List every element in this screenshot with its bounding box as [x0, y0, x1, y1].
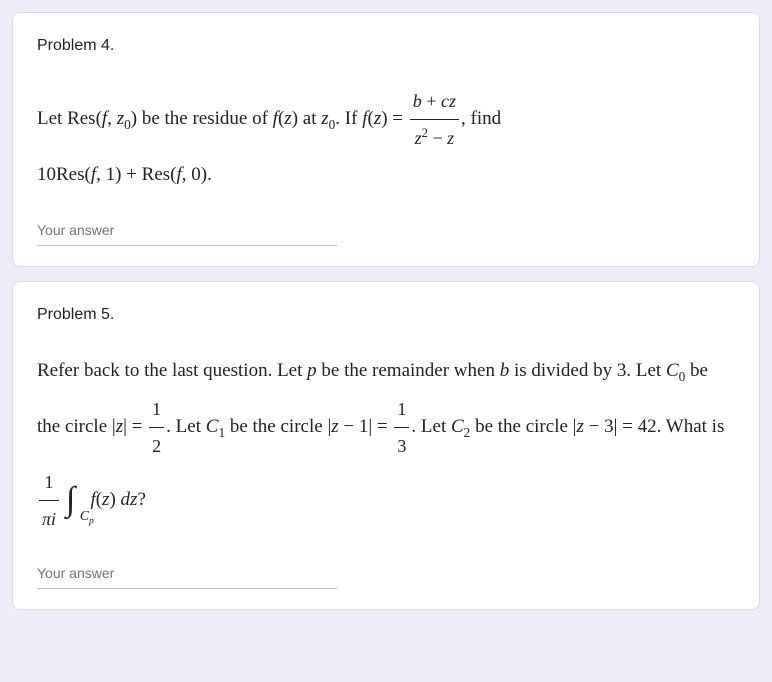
integral-subscript: Cp	[80, 502, 94, 531]
text: . Let	[411, 416, 451, 437]
text: −	[428, 128, 447, 148]
answer-placeholder: Your answer	[37, 222, 114, 238]
text: . Let	[626, 360, 666, 381]
text: . If	[335, 108, 362, 129]
text: ) =	[381, 108, 408, 129]
text: | =	[123, 416, 147, 437]
text: be the remainder when	[317, 360, 500, 381]
var-d: d	[121, 489, 131, 510]
var-z: z	[117, 108, 124, 129]
var-C: C	[80, 508, 89, 523]
problem-title: Problem 5.	[37, 306, 735, 324]
problem-card-4: Problem 4. Let Res(f, z0) be the residue…	[12, 12, 760, 267]
text: Res	[56, 164, 85, 185]
var-z: z	[321, 108, 328, 129]
denominator: 2	[149, 427, 164, 464]
denominator: 3	[394, 427, 409, 464]
var-z: z	[449, 91, 456, 111]
text: 3	[617, 360, 627, 381]
fraction: 13	[394, 391, 409, 464]
fraction: b + czz2 − z	[410, 83, 459, 156]
text: − 1| =	[339, 416, 393, 437]
var-z: z	[284, 108, 291, 129]
var-c: c	[441, 91, 449, 111]
text: ?	[137, 489, 145, 510]
text: , find	[461, 108, 501, 129]
subscript: p	[89, 515, 94, 526]
text: +	[422, 91, 441, 111]
fraction: 12	[149, 391, 164, 464]
text: 10	[37, 164, 56, 185]
problem-card-5: Problem 5. Refer back to the last questi…	[12, 281, 760, 610]
problem-title: Problem 4.	[37, 37, 735, 55]
var-p: p	[307, 360, 317, 381]
text: − 3| = 42. What is	[584, 416, 724, 437]
var-C: C	[206, 416, 219, 437]
text: be the residue of	[137, 108, 273, 129]
text: Let	[37, 108, 67, 129]
integral-icon: ∫Cp	[66, 466, 75, 534]
var-z: z	[447, 128, 454, 148]
text: , 0).	[182, 164, 212, 185]
denominator: πi	[39, 500, 59, 537]
text: )	[109, 489, 120, 510]
text: is divided by	[509, 360, 617, 381]
answer-placeholder: Your answer	[37, 565, 114, 581]
text: Res	[142, 164, 171, 185]
var-C: C	[666, 360, 679, 381]
denominator: z2 − z	[410, 119, 459, 156]
problem-body: Let Res(f, z0) be the residue of f(z) at…	[37, 83, 735, 194]
answer-input[interactable]: Your answer	[37, 565, 337, 589]
var-z: z	[116, 416, 123, 437]
text: ,	[107, 108, 117, 129]
problem-body: Refer back to the last question. Let p b…	[37, 352, 735, 537]
fraction: 1πi	[39, 464, 59, 537]
numerator: b + cz	[410, 83, 459, 119]
text: , 1) +	[96, 164, 142, 185]
var-z: z	[576, 416, 583, 437]
pi: π	[42, 509, 51, 529]
answer-input[interactable]: Your answer	[37, 222, 337, 246]
text: . Let	[166, 416, 206, 437]
text: be the circle	[225, 416, 327, 437]
numerator: 1	[149, 391, 164, 427]
numerator: 1	[394, 391, 409, 427]
text: at	[298, 108, 321, 129]
text: Refer back to the last question. Let	[37, 360, 307, 381]
var-z: z	[331, 416, 338, 437]
var-b: b	[500, 360, 510, 381]
text: Res	[67, 108, 96, 129]
var-C: C	[451, 416, 464, 437]
numerator: 1	[39, 464, 59, 500]
subscript: 0	[124, 117, 131, 132]
var-b: b	[413, 91, 422, 111]
var-i: i	[51, 509, 56, 529]
text: be the circle	[470, 416, 572, 437]
var-z: z	[415, 128, 422, 148]
